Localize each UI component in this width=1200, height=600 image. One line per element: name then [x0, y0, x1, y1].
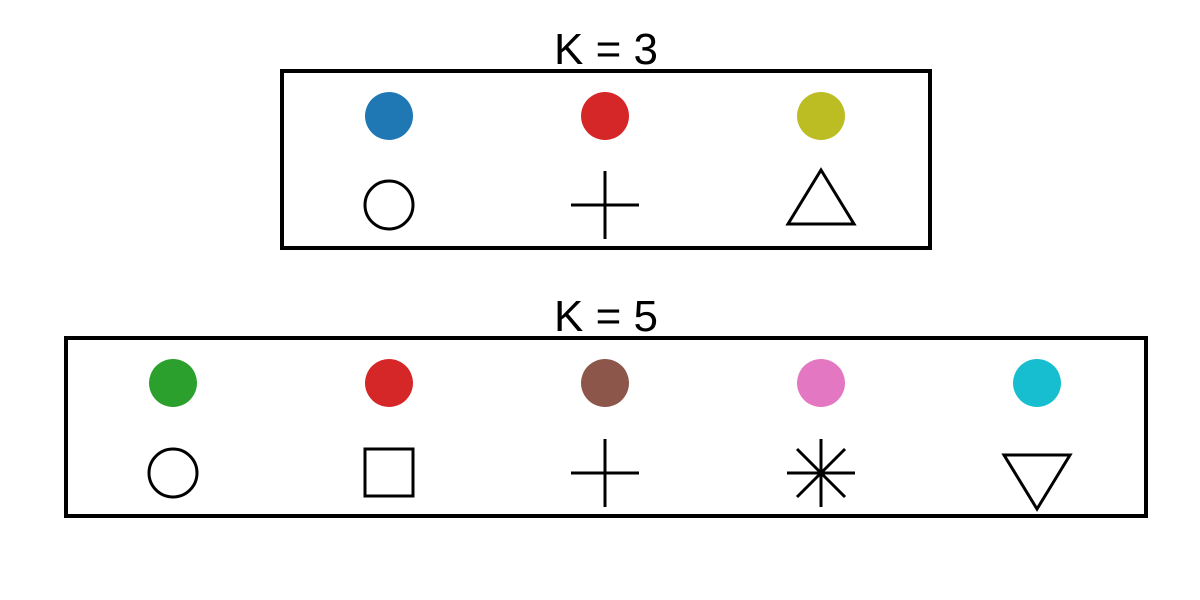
plus-icon [571, 171, 639, 239]
color-swatch [797, 359, 845, 407]
circle-icon [147, 447, 199, 499]
color-swatch [797, 92, 845, 140]
group-title: K = 5 [554, 292, 658, 341]
triangle-up-icon [785, 167, 857, 226]
square-icon [363, 447, 415, 498]
color-swatch [365, 92, 413, 140]
circle-icon [363, 179, 415, 231]
triangle-down-icon [1001, 453, 1073, 512]
plus-icon [571, 439, 639, 507]
color-swatch [365, 359, 413, 407]
color-swatch [149, 359, 197, 407]
color-swatch [1013, 359, 1061, 407]
group-title: K = 3 [554, 25, 658, 74]
color-swatch [581, 359, 629, 407]
color-swatch [581, 92, 629, 140]
asterisk-icon [787, 439, 855, 507]
group-frame [64, 336, 1148, 518]
group-frame [280, 69, 932, 250]
group-k5: K = 5 [64, 292, 1148, 518]
group-k3: K = 3 [280, 25, 932, 250]
